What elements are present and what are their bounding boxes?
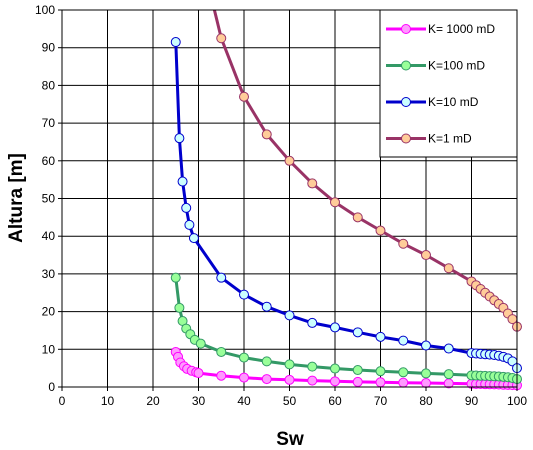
- x-tick-label: 0: [59, 394, 66, 408]
- series-4-point: [421, 250, 431, 261]
- x-tick-label: 50: [283, 394, 297, 408]
- series-3-point: [177, 176, 188, 187]
- series-2-point: [239, 352, 249, 363]
- y-tick-label: 0: [48, 380, 55, 394]
- x-tick-label: 70: [374, 394, 388, 408]
- x-tick-label: 10: [101, 394, 115, 408]
- series-2-point: [174, 302, 185, 313]
- x-tick-label: 30: [192, 394, 206, 408]
- series-4-point: [375, 225, 386, 236]
- legend-label: K= 1000 mD: [428, 22, 495, 36]
- series-3-point: [352, 327, 363, 338]
- x-tick-label: 60: [328, 394, 342, 408]
- series-2-point: [307, 361, 318, 372]
- series-3-point: [307, 317, 318, 328]
- series-3-point: [398, 335, 409, 346]
- series-3-point: [421, 340, 431, 351]
- series-1-point: [193, 368, 204, 379]
- series-1-point: [375, 377, 386, 388]
- y-tick-label: 10: [42, 342, 56, 356]
- series-4-point: [352, 212, 363, 223]
- y-tick-label: 90: [42, 41, 56, 55]
- legend: K= 1000 mD K=100 mD K=10 mD K=1 mD: [379, 9, 518, 158]
- x-axis-title: Sw: [276, 429, 304, 450]
- y-axis: 0 10 20 30 40 50 60 70 80 90 100: [35, 3, 62, 394]
- series-1-point: [421, 378, 431, 389]
- series-1-point: [239, 372, 249, 383]
- y-tick-label: 100: [35, 3, 55, 17]
- legend-swatch-marker: [401, 97, 411, 107]
- series-1-point: [261, 374, 272, 385]
- x-axis: 0 10 20 30 40 50 60 70 80 90 100: [59, 387, 527, 408]
- series-2-point: [352, 365, 363, 376]
- series-2-point: [443, 369, 454, 380]
- series-1-point: [398, 377, 409, 388]
- y-tick-label: 60: [42, 154, 56, 168]
- series-1-point: [352, 376, 363, 387]
- legend-box: [379, 9, 518, 158]
- series-3-point: [284, 310, 295, 321]
- legend-swatch-marker: [401, 60, 411, 71]
- series-3-point: [184, 219, 195, 230]
- series-4-point: [443, 263, 454, 274]
- y-tick-label: 50: [42, 192, 56, 206]
- series-1-point: [216, 370, 227, 381]
- legend-items: K= 1000 mD K=100 mD K=10 mD K=1 mD: [386, 22, 495, 146]
- legend-label: K=1 mD: [428, 132, 472, 146]
- x-tick-label: 80: [419, 394, 433, 408]
- series-3-point: [330, 322, 340, 333]
- series-3-point: [170, 37, 181, 48]
- series-4-point: [284, 155, 295, 166]
- series-3-point: [188, 233, 199, 244]
- series-4-point: [307, 178, 318, 189]
- series-2-point: [398, 367, 409, 378]
- x-tick-label: 20: [146, 394, 160, 408]
- series-2-point: [261, 356, 272, 367]
- series-2-point: [216, 346, 227, 357]
- y-tick-label: 40: [42, 229, 56, 243]
- series-3-point: [375, 331, 386, 342]
- series-4-point: [261, 129, 272, 140]
- series-3-point: [181, 202, 192, 213]
- series-2-point: [170, 272, 181, 283]
- series-3-point: [443, 343, 454, 354]
- series-2-point: [195, 338, 206, 349]
- series-4-point: [239, 91, 249, 102]
- y-tick-label: 80: [42, 78, 56, 92]
- series-4-point: [398, 238, 409, 249]
- y-tick-label: 70: [42, 116, 56, 130]
- legend-label: K=10 mD: [428, 95, 479, 109]
- series-1-point: [284, 374, 295, 385]
- x-tick-label: 100: [507, 394, 527, 408]
- series-2-point: [284, 359, 295, 370]
- series-3-point: [216, 272, 227, 283]
- series-1-point: [330, 376, 340, 387]
- legend-swatch-marker: [401, 133, 411, 144]
- marker-layer: [170, 33, 522, 391]
- x-tick-label: 40: [237, 394, 251, 408]
- series-4-point: [216, 33, 227, 44]
- series-4-point: [330, 197, 340, 208]
- series-2-point: [375, 366, 386, 377]
- series-2-point: [330, 363, 340, 374]
- y-tick-label: 20: [42, 305, 56, 319]
- y-axis-title: Altura [m]: [6, 153, 27, 243]
- series-1-point: [307, 375, 318, 386]
- y-tick-label: 30: [42, 267, 56, 281]
- series-3-point: [261, 301, 272, 312]
- series-3-point: [174, 133, 185, 144]
- series-2-point: [421, 368, 431, 379]
- legend-swatch-marker: [401, 24, 411, 34]
- x-tick-label: 90: [465, 394, 479, 408]
- series-3-point: [239, 289, 249, 300]
- legend-label: K=100 mD: [428, 59, 485, 73]
